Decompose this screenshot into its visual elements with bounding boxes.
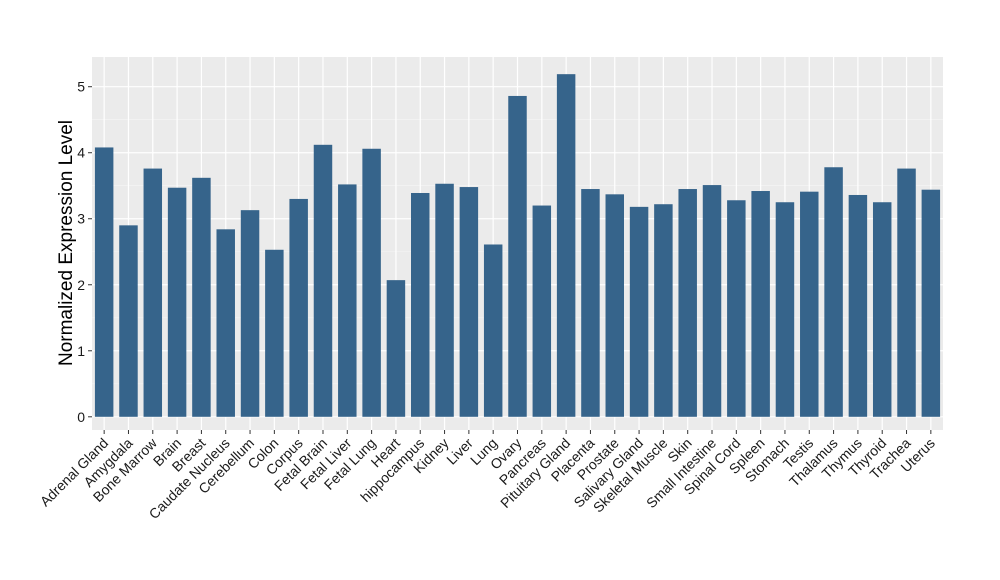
bar xyxy=(654,204,673,417)
y-tick-label: 3 xyxy=(77,211,85,227)
bar xyxy=(751,191,770,417)
bar xyxy=(411,192,430,417)
bars xyxy=(94,74,941,417)
bar xyxy=(532,205,552,417)
y-tick-label: 5 xyxy=(77,79,85,95)
bar xyxy=(483,244,503,417)
bar xyxy=(605,194,624,417)
bar xyxy=(386,280,406,417)
bar xyxy=(800,191,819,417)
bar xyxy=(872,202,892,417)
bar xyxy=(508,95,527,417)
bar xyxy=(362,148,381,417)
y-tick-label: 1 xyxy=(77,343,85,359)
bar xyxy=(581,189,600,417)
bar xyxy=(313,144,333,417)
bar xyxy=(94,147,114,417)
bar xyxy=(216,229,235,417)
bar xyxy=(848,194,868,417)
bar xyxy=(775,202,795,417)
bar xyxy=(192,177,211,417)
bar xyxy=(678,189,697,417)
y-tick-label: 0 xyxy=(77,409,85,425)
bar xyxy=(727,200,746,417)
bar xyxy=(824,167,843,417)
y-axis-title: Normalized Expression Level xyxy=(56,120,77,366)
y-tick-label: 2 xyxy=(77,277,85,293)
bar xyxy=(289,198,308,417)
bar xyxy=(167,187,187,417)
bar xyxy=(629,206,649,417)
y-tick-label: 4 xyxy=(77,145,85,161)
y-axis: 0 1 2 3 4 5 xyxy=(77,79,92,425)
bar xyxy=(435,183,454,417)
bar xyxy=(921,189,941,417)
bar xyxy=(143,168,163,417)
bar xyxy=(556,74,576,417)
bar xyxy=(897,168,916,417)
bar xyxy=(702,185,722,417)
bar xyxy=(119,225,138,417)
bar xyxy=(459,187,479,417)
x-tick-label: Liver xyxy=(443,435,476,468)
bar xyxy=(265,249,284,417)
bar xyxy=(338,184,357,417)
bar xyxy=(240,210,260,417)
